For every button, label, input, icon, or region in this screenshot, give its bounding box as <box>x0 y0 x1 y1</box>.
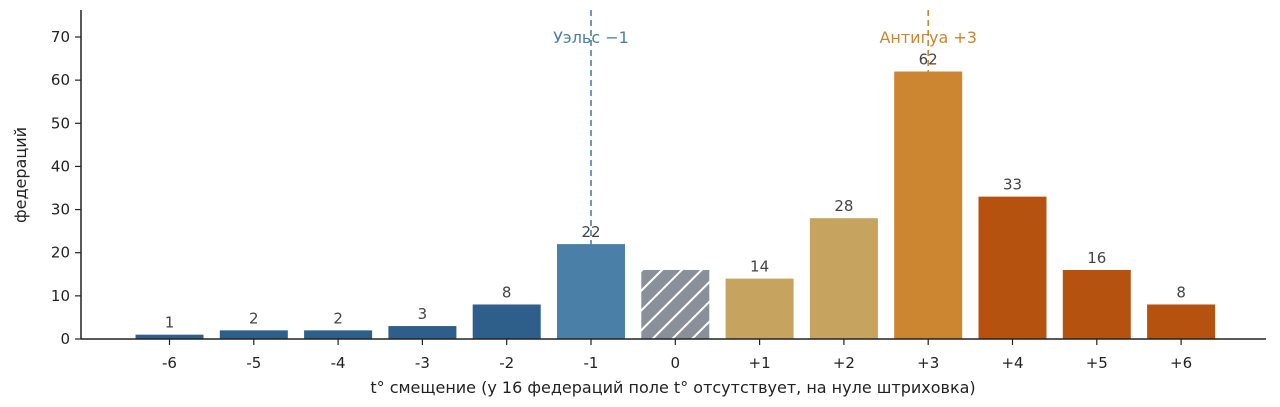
x-tick-label--1: -1 <box>584 354 599 372</box>
x-tick-label--2: -2 <box>499 354 514 372</box>
bar-+4 <box>978 196 1047 339</box>
reference-lines-layer: Уэльс −1 Антигуа +3 <box>553 10 977 339</box>
x-tick-label-+5: +5 <box>1086 354 1108 372</box>
bar--2 <box>472 304 541 339</box>
bar--6 <box>135 334 204 339</box>
y-axis-title: федераций <box>11 127 30 223</box>
y-tick-label-20: 20 <box>51 244 70 262</box>
reference-label-+3: Антигуа +3 <box>879 28 976 47</box>
value-label--2: 8 <box>502 283 512 301</box>
x-tick-label--3: -3 <box>415 354 430 372</box>
x-axis-title: t° смещение (у 16 федераций поле t° отсу… <box>370 378 975 397</box>
x-tick-label-0: 0 <box>671 354 681 372</box>
x-tick-label-+6: +6 <box>1170 354 1192 372</box>
x-ticks-layer: -6 -5 -4 -3 -2 -1 0 +1 +2 +3 +4 +5 +6 <box>162 339 1192 372</box>
reference-label--1: Уэльс −1 <box>553 28 629 47</box>
y-tick-label-60: 60 <box>51 71 70 89</box>
y-tick-label-0: 0 <box>60 330 70 348</box>
y-tick-label-40: 40 <box>51 157 70 175</box>
value-label--5: 2 <box>249 309 259 327</box>
x-tick-label--5: -5 <box>246 354 261 372</box>
value-label-+6: 8 <box>1176 283 1186 301</box>
bar-0 <box>641 269 710 339</box>
y-ticks-layer: 0 10 20 30 40 50 60 70 <box>51 28 81 348</box>
bar--5 <box>219 330 288 339</box>
value-label--3: 3 <box>418 305 428 323</box>
y-tick-label-70: 70 <box>51 28 70 46</box>
value-label-+3: 62 <box>919 51 938 69</box>
bar--3 <box>388 326 457 339</box>
value-label-+4: 33 <box>1003 176 1022 194</box>
bar-+2 <box>809 218 878 339</box>
value-label-+2: 28 <box>834 197 853 215</box>
value-label--1: 22 <box>581 223 600 241</box>
value-label--6: 1 <box>165 314 175 332</box>
y-tick-label-50: 50 <box>51 114 70 132</box>
x-tick-label-+4: +4 <box>1001 354 1023 372</box>
x-tick-label--6: -6 <box>162 354 177 372</box>
x-tick-label--4: -4 <box>331 354 346 372</box>
bar-+5 <box>1062 269 1131 339</box>
x-tick-label-+2: +2 <box>833 354 855 372</box>
y-tick-label-10: 10 <box>51 287 70 305</box>
value-label-+1: 14 <box>750 258 769 276</box>
bar-+6 <box>1147 304 1216 339</box>
value-label--4: 2 <box>333 309 343 327</box>
bar--4 <box>304 330 373 339</box>
bars-layer <box>135 71 1216 339</box>
bar-+1 <box>725 278 794 339</box>
y-tick-label-30: 30 <box>51 201 70 219</box>
x-tick-label-+1: +1 <box>749 354 771 372</box>
value-label-+5: 16 <box>1087 249 1106 267</box>
x-tick-label-+3: +3 <box>917 354 939 372</box>
